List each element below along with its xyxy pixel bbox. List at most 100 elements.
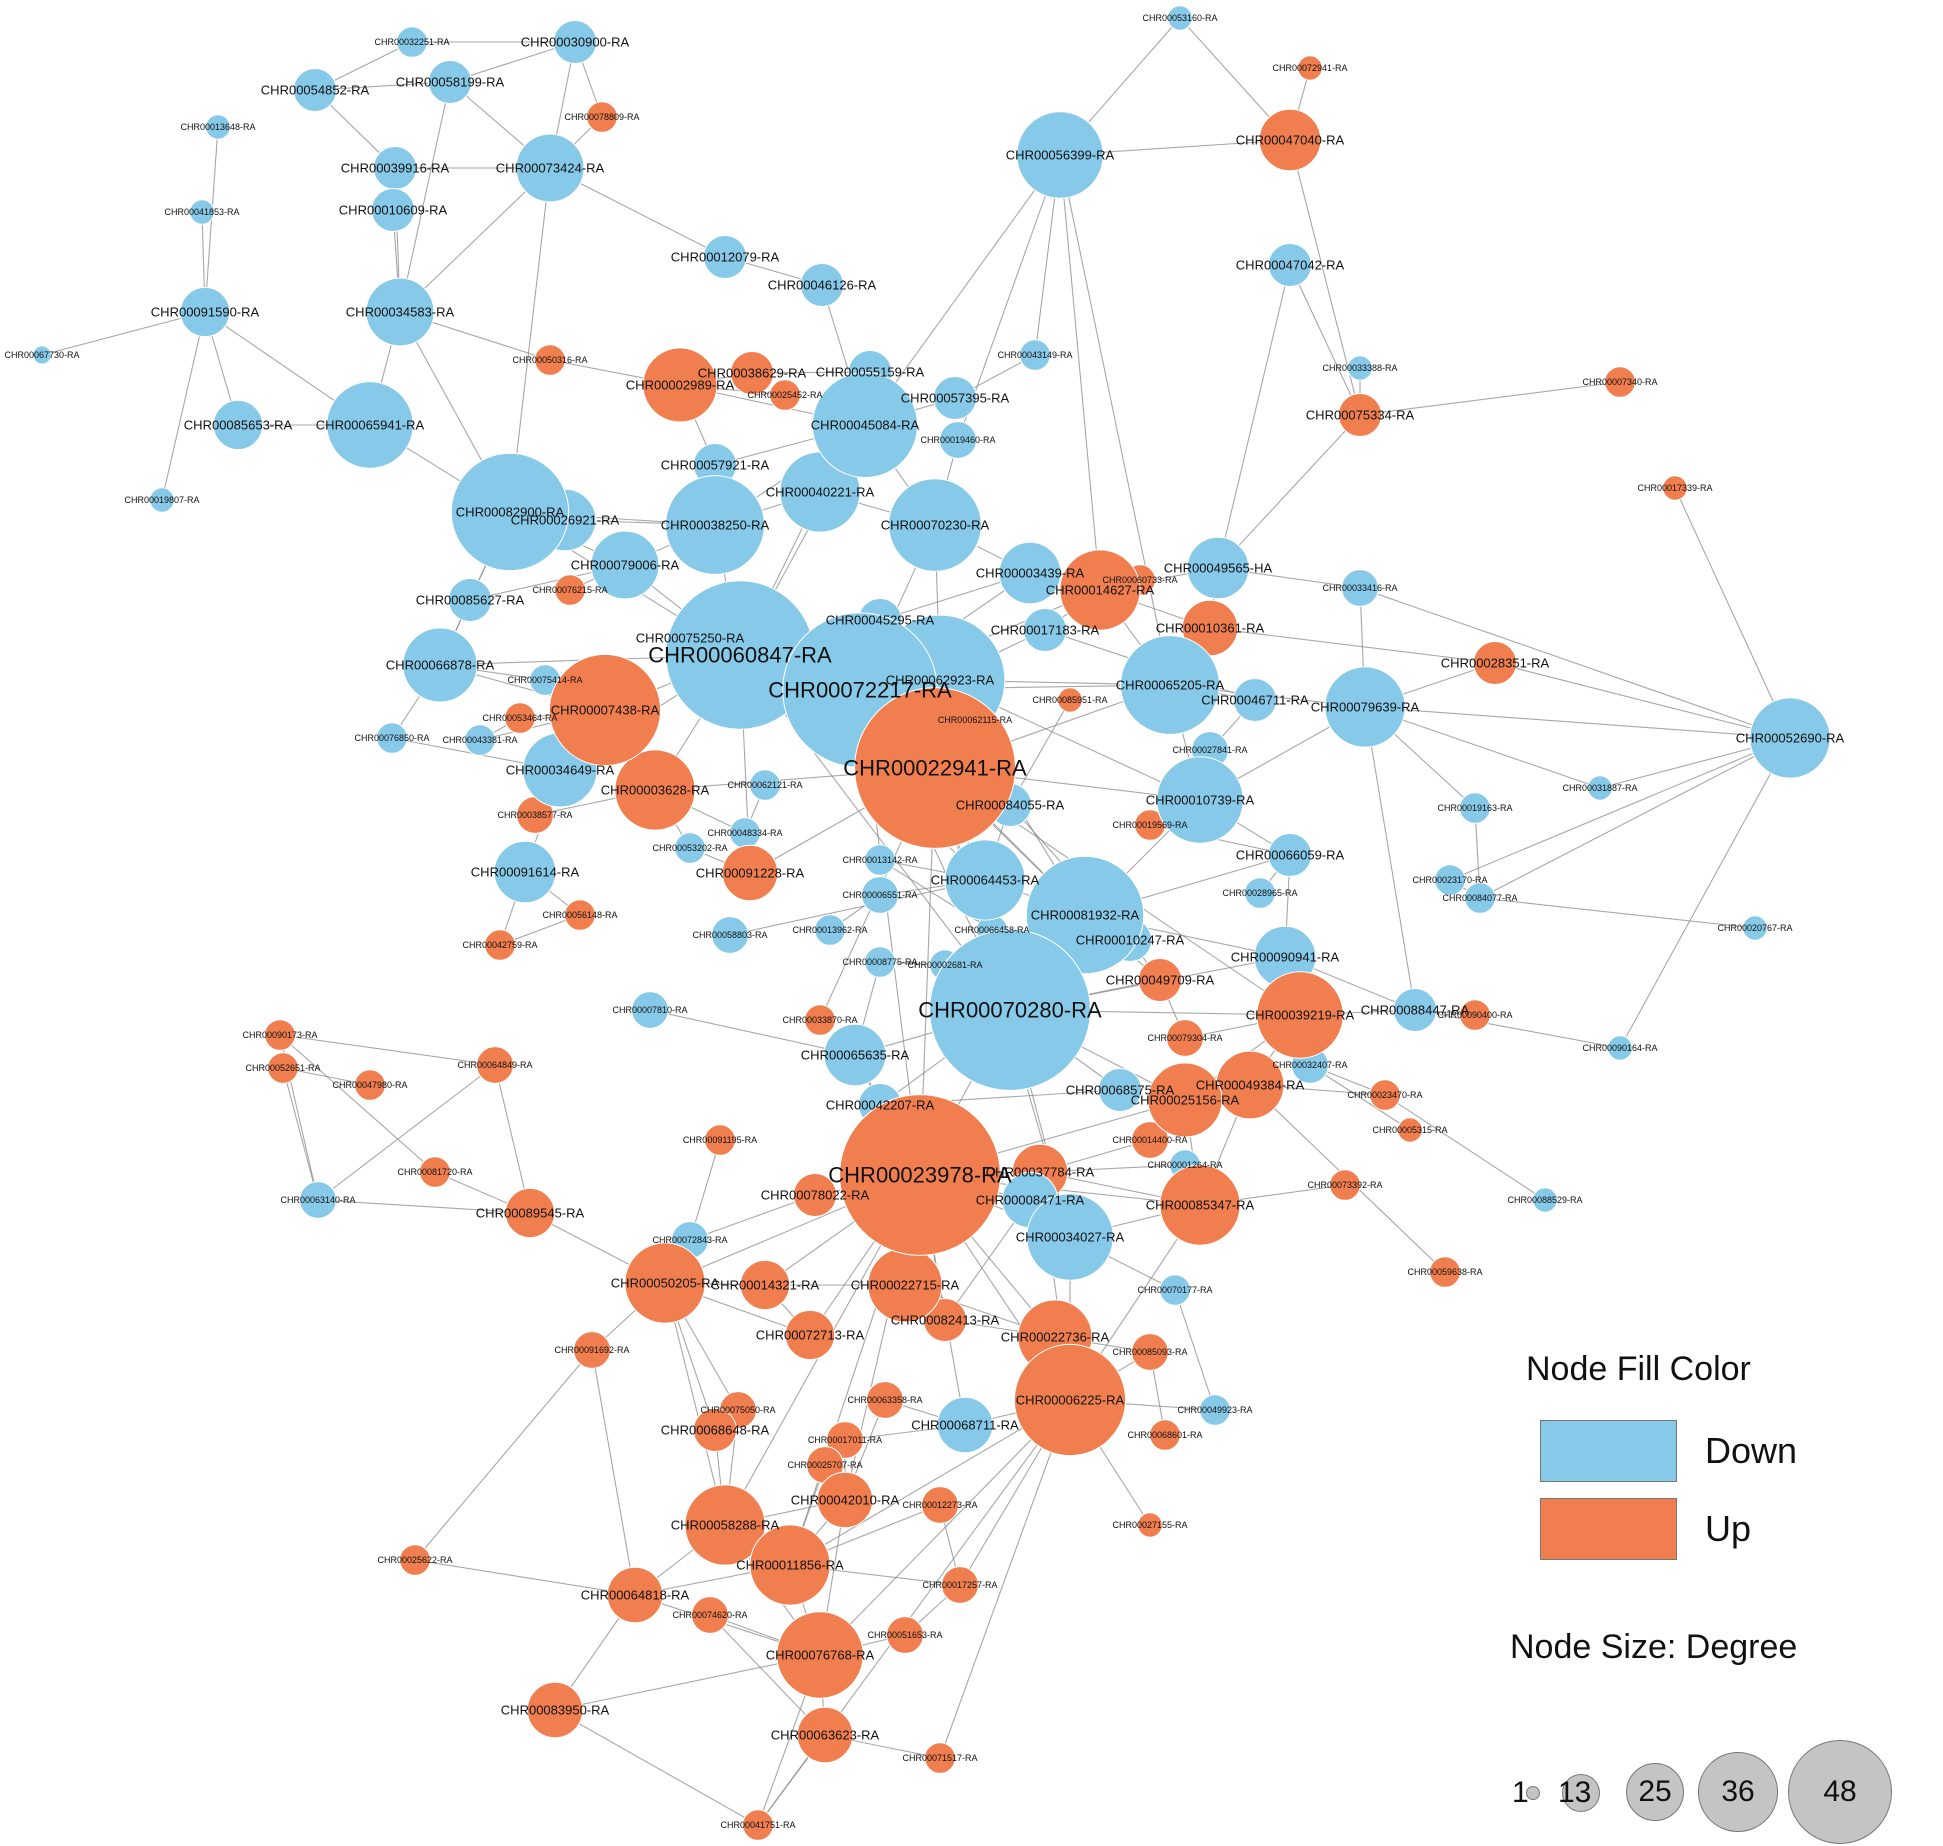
gene-node-label: CHR00065205-RA (1116, 678, 1225, 693)
gene-node-label: CHR00045295-RA (826, 613, 935, 628)
gene-node-label: CHR00090941-RA (1231, 950, 1340, 965)
gene-node-label: CHR00068601-RA (1127, 1430, 1202, 1440)
gene-node-down (1156, 756, 1244, 844)
size-circle-25: 25 (1626, 1763, 1684, 1821)
gene-node-label: CHR00088447-RA (1361, 1003, 1470, 1018)
edge (1059, 154, 1101, 591)
gene-node-label: CHR00081720-RA (397, 1167, 472, 1177)
gene-node-up (826, 1421, 864, 1459)
gene-node-label: CHR00059638-RA (1407, 1267, 1482, 1277)
legend-down-label: Down (1705, 1430, 1798, 1471)
edge (649, 1009, 856, 1056)
gene-node-label: CHR00039219-RA (1246, 1008, 1355, 1023)
gene-node-label: CHR00078809-RA (564, 112, 639, 122)
edge (1619, 737, 1791, 1049)
gene-node-label: CHR00020767-RA (1717, 923, 1792, 933)
gene-node-down (365, 277, 435, 347)
gene-node-label: CHR00025622-RA (377, 1555, 452, 1565)
gene-node-up (606, 1566, 664, 1624)
gene-node-label: CHR00006225-RA (1016, 1393, 1125, 1408)
gene-node-label: CHR00076850-RA (354, 733, 429, 743)
legend-fill-title: Node Fill Color (1526, 1350, 1751, 1388)
gene-node-down (179, 286, 231, 338)
gene-node-down (1019, 339, 1051, 371)
gene-node-label: CHR00011856-RA (736, 1558, 844, 1573)
gene-node-label: CHR00070280-RA (918, 998, 1102, 1023)
gene-node-label: CHR00085627-RA (416, 593, 525, 608)
gene-node-label: CHR00072713-RA (756, 1328, 865, 1343)
gene-node-up (419, 1156, 451, 1188)
gene-node-label: CHR00014627-RA (1046, 583, 1155, 598)
gene-node-label: CHR00062923-RA (886, 673, 995, 688)
gene-node-label: CHR00054852-RA (261, 83, 370, 98)
gene-node-label: CHR00025707-RA (787, 1460, 862, 1470)
gene-node-down (326, 381, 414, 469)
gene-node-down (1244, 877, 1276, 909)
gene-node-label: CHR00025156-RA (1131, 1093, 1240, 1108)
gene-node-label: CHR00058803-RA (692, 930, 767, 940)
gene-node-label: CHR00091228-RA (696, 866, 805, 881)
gene-node-label: CHR00053160-RA (1142, 13, 1217, 23)
gene-node-label: CHR00031887-RA (1562, 783, 1637, 793)
gene-node-label: CHR00053464-RA (482, 713, 557, 723)
gene-node-up (721, 844, 779, 902)
edge (1674, 487, 1791, 739)
gene-node-up (1459, 999, 1491, 1031)
gene-node-down (1587, 775, 1613, 801)
gene-node-label: CHR00057921-RA (661, 458, 770, 473)
gene-node-down (1159, 1274, 1191, 1306)
gene-node-label: CHR00051653-RA (867, 1630, 942, 1640)
gene-node-down (515, 133, 585, 203)
gene-node-label: CHR00034583-RA (346, 305, 455, 320)
gene-node-down (1233, 678, 1277, 722)
gene-node-label: CHR00085951-RA (1032, 695, 1107, 705)
edge (279, 1034, 436, 1173)
gene-node-label: CHR00027155-RA (1112, 1520, 1187, 1530)
edge (399, 81, 451, 313)
gene-node-down (888, 478, 982, 572)
gene-node-label: CHR00014321-RA (711, 1278, 820, 1293)
gene-node-down (553, 20, 597, 64)
gene-node-up (1059, 549, 1141, 631)
gene-node-label: CHR00033870-RA (782, 1015, 857, 1025)
legend-size-title: Node Size: Degree (1510, 1628, 1798, 1666)
edge (1209, 627, 1496, 664)
gene-node-label: CHR00091590-RA (151, 305, 260, 320)
gene-node-down (665, 475, 765, 575)
gene-node-label: CHR00071517-RA (902, 1753, 977, 1763)
gene-node-down (800, 263, 844, 307)
gene-node-down (1268, 833, 1312, 877)
edge (1359, 587, 1791, 739)
gene-node-label: CHR00062121-RA (727, 780, 802, 790)
gene-node-label: CHR00063623-RA (771, 1728, 880, 1743)
size-label-36: 36 (1721, 1775, 1755, 1808)
gene-node-label: CHR00075050-RA (700, 1405, 775, 1415)
edge (1479, 897, 1756, 929)
gene-node-label: CHR00030900-RA (521, 35, 630, 50)
gene-node-up (554, 574, 586, 606)
gene-node-label: CHR00081932-RA (1031, 908, 1140, 923)
gene-node-down (944, 839, 1026, 921)
gene-node-label: CHR00046126-RA (768, 278, 877, 293)
legend: Node Fill Color Down Up Node Size: Degre… (1490, 1350, 1930, 1844)
gene-node-label: CHR00019569-RA (1112, 820, 1187, 830)
gene-node-up (504, 1187, 556, 1239)
gene-node-up (804, 1004, 836, 1036)
gene-node-up (776, 1611, 864, 1699)
gene-node-up (796, 1706, 854, 1764)
gene-node-label: CHR00091195-RA (683, 1135, 757, 1145)
gene-node-down (703, 235, 747, 279)
gene-node-label: CHR00057395-RA (901, 391, 1010, 406)
gene-node-label: CHR00088529-RA (1507, 1195, 1582, 1205)
gene-node-label: CHR00034649-RA (506, 763, 615, 778)
gene-node-down (402, 627, 478, 703)
gene-node-label: CHR00083950-RA (501, 1703, 610, 1718)
gene-node-label: CHR00058199-RA (396, 75, 505, 90)
gene-node-label: CHR00075414-RA (507, 675, 582, 685)
gene-node-label: CHR00017257-RA (922, 1580, 997, 1590)
gene-node-label: CHR00013962-RA (792, 925, 867, 935)
gene-node-label: CHR00089545-RA (476, 1206, 585, 1221)
gene-node-down (428, 60, 472, 104)
gene-node-up (739, 1259, 791, 1311)
gene-node-label: CHR00006551-RA (842, 890, 917, 900)
